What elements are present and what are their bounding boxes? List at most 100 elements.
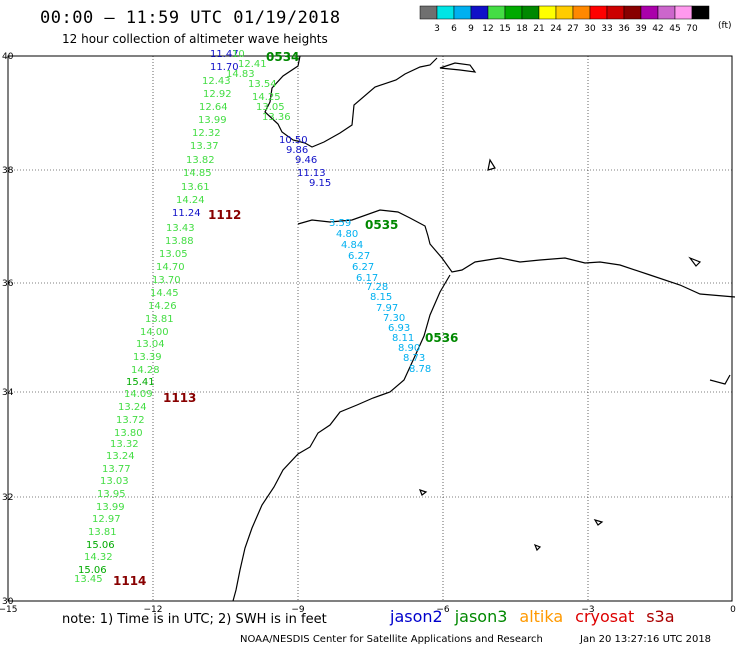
satellite-legend: jason2 jason3 altika cryosat s3a [390,607,687,626]
scale-swatch [691,5,710,20]
pass-time-label: 0534 [266,50,299,64]
atlantic-coast [232,274,451,602]
swh-value-label: 13.80 [114,428,143,439]
pass-time-label: 1113 [163,391,196,405]
scale-tick-label: 39 [635,24,647,34]
swh-value-label: 13.39 [133,352,162,363]
swh-value-label: 13.54 [248,79,277,90]
swh-value-label: 15.41 [126,377,155,388]
island-4 [709,374,731,385]
swh-value-label: 9.46 [295,155,317,166]
scale-unit-label: (ft) [718,21,732,31]
scale-tick-label: 24 [550,24,562,34]
swh-value-label: 14.24 [176,195,205,206]
pass-time-label: 0536 [425,331,458,345]
lat-tick-label: 38 [2,166,14,176]
swh-value-label: 11.24 [172,208,201,219]
swh-value-label: 13.82 [186,155,215,166]
swh-value-label: 12.92 [203,89,232,100]
swh-value-label: 13.05 [256,102,285,113]
swh-value-label: 12.64 [199,102,228,113]
swh-value-label: 13.03 [100,476,129,487]
swh-value-label: 13.81 [88,527,117,538]
swh-value-label: 3.59 [329,218,351,229]
lon-tick-label: 0 [730,605,736,615]
scale-tick-label: 33 [601,24,612,34]
swh-value-label: 13.45 [74,574,103,585]
scale-tick-label: 27 [567,24,578,34]
swh-value-label: 12.97 [92,514,121,525]
swh-value-label: 13.77 [102,464,131,475]
scale-tick-label: 18 [516,24,528,34]
lon-tick-label: −9 [291,605,305,615]
swh-value-label: 13.61 [181,182,210,193]
swh-value-label: 13.36 [262,112,291,123]
swh-value-label: 11.47 [210,49,239,60]
time-labels: 0534 1112 0535 0536 1113 1114 [113,50,458,588]
island-6 [418,489,428,496]
scale-tick-label: 21 [533,24,544,34]
lat-tick-label: 32 [2,493,13,503]
pass-time-label: 1112 [208,208,241,222]
swh-value-label: 14.45 [150,288,179,299]
swh-value-label: 14.28 [131,365,160,376]
africa-coast [297,209,736,298]
satellite-legend-jason2: jason2 [390,607,443,626]
pass-time-label: 1114 [113,574,146,588]
swh-value-label: 6.93 [388,323,410,334]
swh-value-label: 7.97 [376,303,398,314]
swh-value-label: 14.25 [252,92,281,103]
scale-tick-label: 45 [669,24,680,34]
swh-value-label: 14.70 [156,262,185,273]
swh-value-label: 11.70 [210,62,239,73]
swh-value-label: 14.09 [124,389,153,400]
swh-value-label: 12.32 [192,128,221,139]
iberia-coast [264,55,438,148]
scale-tick-label: 9 [468,24,474,34]
swh-value-label: 13.99 [96,502,125,513]
lon-tick-label: −6 [436,605,450,615]
swh-value-label: 13.70 [152,275,181,286]
lon-tick-label: −12 [144,605,163,615]
map-title: 00:00 – 11:59 UTC 01/19/2018 [40,8,341,28]
swh-value-label: 12.41 [238,59,267,70]
swh-value-label: 6.27 [352,262,374,273]
lat-tick-label: 34 [2,388,14,398]
swh-value-label: 15.06 [86,540,115,551]
satellite-legend-altika: altika [519,607,564,626]
scale-tick-label: 42 [652,24,663,34]
swh-value-label: 9.86 [286,145,308,156]
lon-tick-label: −3 [581,605,594,615]
swh-value-label: 8.73 [403,353,425,364]
swh-value-label: 8.11 [392,333,414,344]
swh-value-label: 10.50 [279,135,308,146]
swh-value-label: 7.28 [366,282,388,293]
swh-value-label: 13.04 [136,339,165,350]
swh-value-label: 6.27 [348,251,370,262]
map-frame [7,55,733,602]
scale-tick-label: 12 [482,24,493,34]
swh-value-label: 12.43 [202,76,231,87]
island-7 [533,543,542,552]
swh-value-label: 14.00 [140,327,169,338]
scale-tick-label: 6 [451,24,457,34]
swh-value-label: 13.37 [190,141,219,152]
credit-text: NOAA/NESDIS Center for Satellite Applica… [240,634,543,645]
swh-value-label: 8.15 [370,292,392,303]
scale-tick-label: 3 [434,24,440,34]
lat-tick-label: 30 [2,597,14,607]
island-2 [487,158,496,171]
island-5 [593,519,604,526]
coastline [232,55,736,602]
swh-value-label: 14.32 [84,552,113,563]
strait-track: 10.509.869.46 11.139.15 [279,135,331,189]
graticule [8,56,733,601]
swh-value-label: 4.80 [336,229,358,240]
swh-value-label: 7.30 [383,313,405,324]
island-3 [688,256,702,267]
pass-time-label: 0535 [365,218,398,232]
swh-value-label: 13.72 [116,415,145,426]
